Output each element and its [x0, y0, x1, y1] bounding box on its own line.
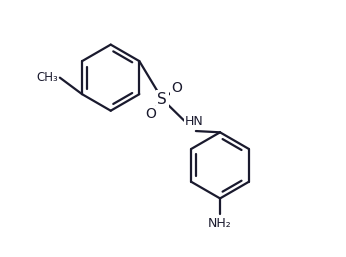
Text: O: O [145, 107, 156, 121]
Text: O: O [171, 81, 182, 95]
Text: NH₂: NH₂ [208, 217, 232, 231]
Text: HN: HN [185, 115, 204, 128]
Text: CH₃: CH₃ [36, 71, 58, 84]
Text: S: S [157, 92, 167, 107]
